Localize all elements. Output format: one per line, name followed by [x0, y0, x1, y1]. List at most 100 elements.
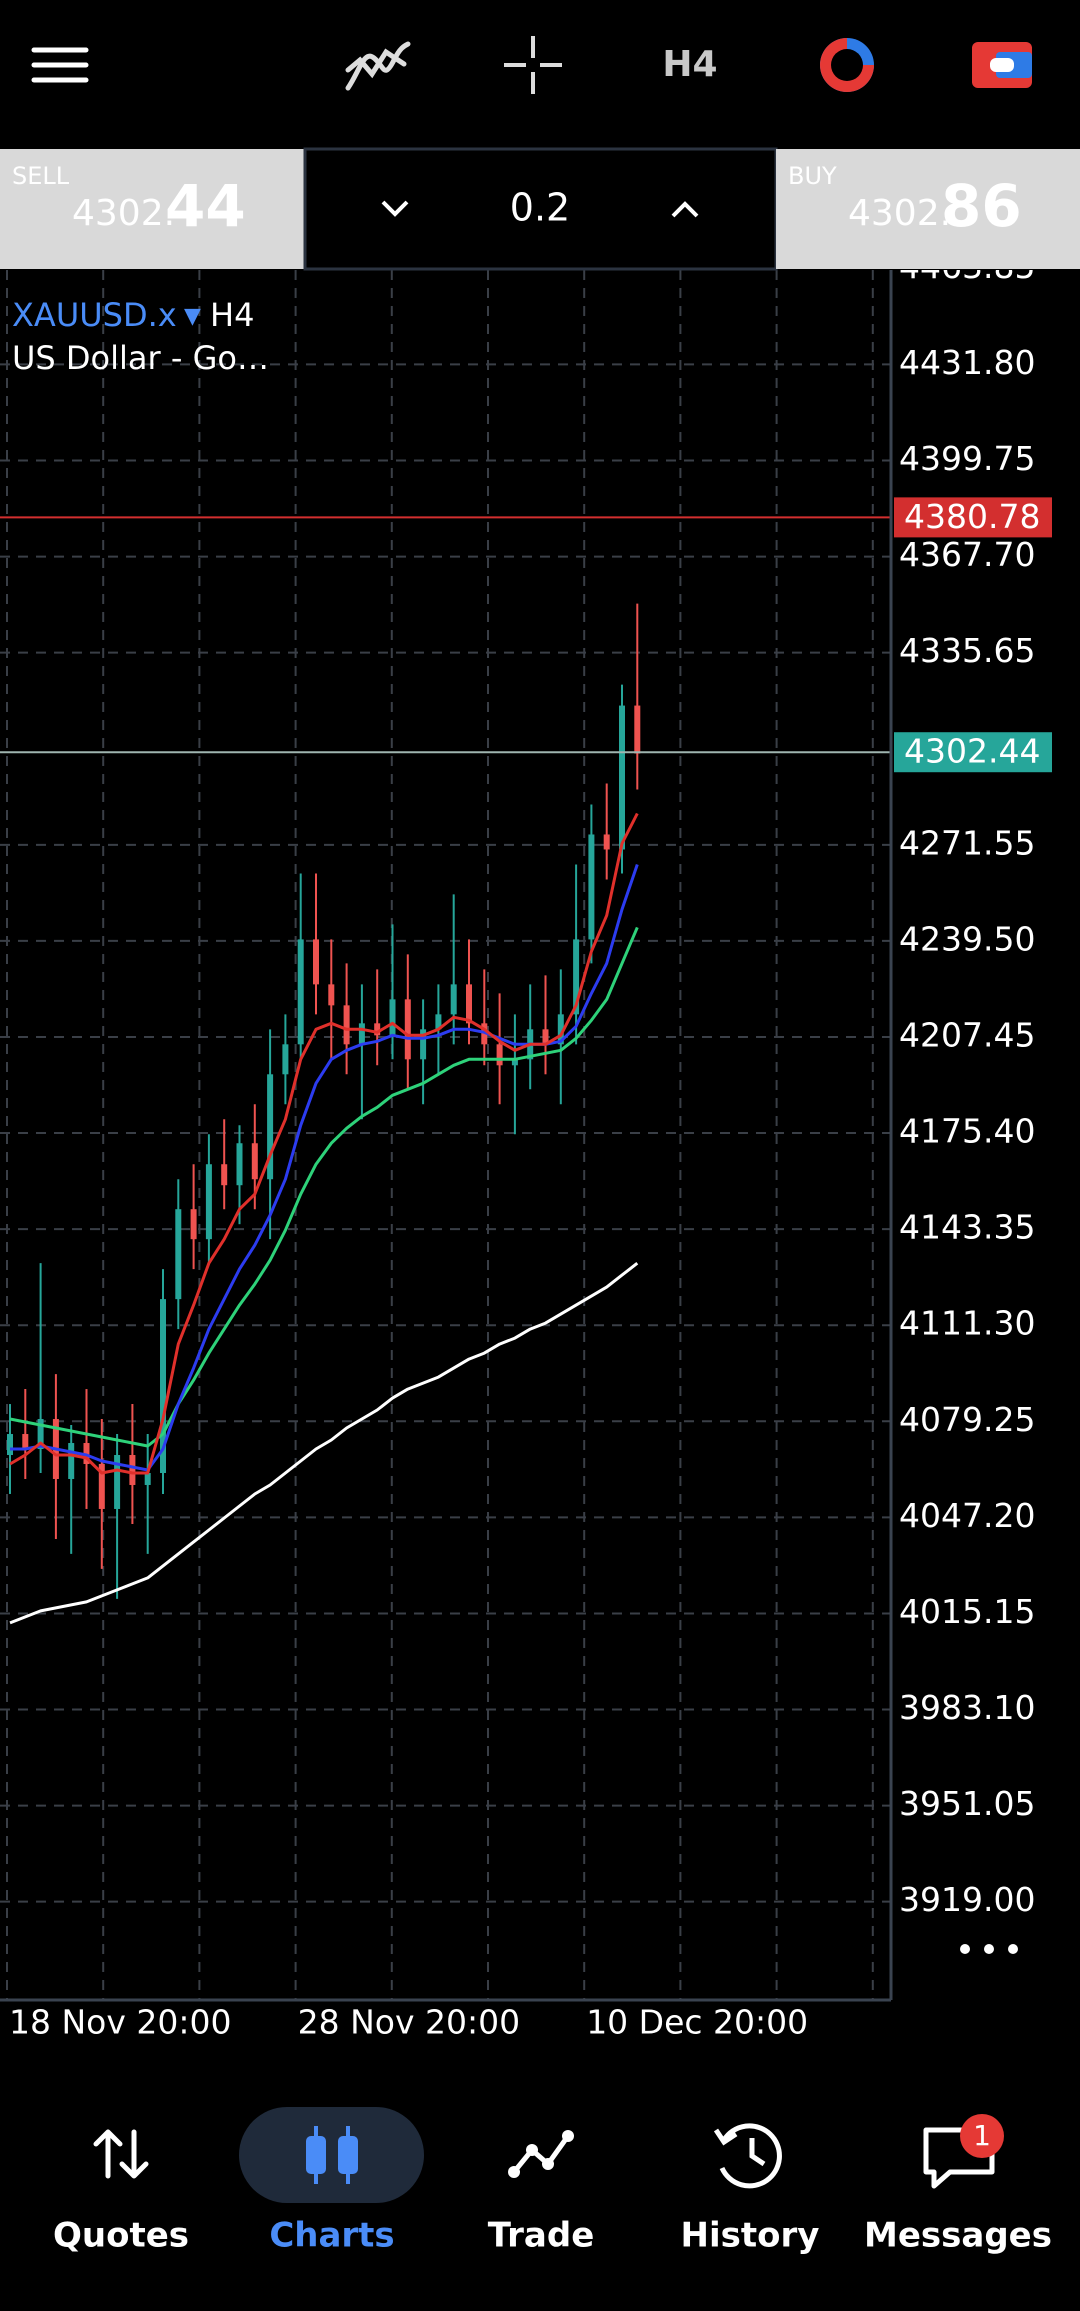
chart-timeframe: H4	[210, 296, 254, 334]
candle-body	[297, 939, 304, 1045]
indicator-line	[9, 926, 639, 1448]
candle-body	[114, 1455, 121, 1509]
price-tick-label: 4239.50	[899, 919, 1035, 958]
candle-body	[144, 1472, 151, 1485]
symbol-description: US Dollar - Go…	[12, 339, 269, 377]
active-tab-pill	[239, 2107, 424, 2203]
candle-body	[22, 1434, 29, 1450]
price-tick-label: 4463.85	[899, 247, 1035, 286]
price-tick-label: 4079.25	[899, 1400, 1035, 1439]
sell-price-suffix: 44	[165, 172, 246, 240]
messages-tab[interactable]: 1 Messages	[864, 2114, 1052, 2256]
candle-body	[7, 1434, 13, 1456]
volume-decrease[interactable]	[381, 200, 409, 217]
dot	[984, 1944, 994, 1954]
quotes-tab[interactable]: Quotes	[53, 2129, 189, 2256]
candle-body	[588, 834, 595, 940]
chart-grid	[0, 270, 891, 2000]
clock-button[interactable]	[820, 38, 874, 92]
nav-label: Quotes	[53, 2216, 189, 2256]
time-tick-label: 18 Nov 20:00	[9, 2003, 231, 2042]
sell-label: SELL	[12, 162, 70, 190]
candle-body	[267, 1074, 274, 1180]
candle-body	[129, 1455, 136, 1485]
candle-body	[236, 1143, 243, 1186]
nav-label: Messages	[864, 2216, 1052, 2256]
price-tick-label: 4207.45	[899, 1015, 1035, 1054]
price-label-bg	[894, 497, 1052, 538]
nav-label: History	[681, 2216, 820, 2256]
symbol-dropdown[interactable]: ▼	[184, 304, 201, 329]
candle-body	[511, 1059, 518, 1066]
indicator-line	[9, 1262, 639, 1625]
sell-button[interactable]: SELL 4302. 44	[0, 149, 305, 269]
price-tick-label: 4175.40	[899, 1112, 1035, 1151]
trade-tab[interactable]: Trade	[488, 2130, 595, 2256]
volume-increase[interactable]	[671, 201, 699, 218]
toolbar	[0, 0, 1080, 147]
price-tick-label: 3951.05	[899, 1784, 1035, 1823]
price-label: 4380.78	[904, 497, 1040, 536]
badge	[960, 2114, 1004, 2158]
charts-tab[interactable]: Charts	[269, 2126, 395, 2256]
bottom-nav	[0, 2070, 1080, 2311]
candle-body	[557, 1014, 564, 1045]
price-label: 4302.44	[904, 732, 1040, 771]
history-tab[interactable]: History	[681, 2123, 820, 2256]
price-tick-label: 4271.55	[899, 823, 1035, 862]
candle-body	[619, 705, 625, 850]
price-tick-label: 4111.30	[899, 1304, 1035, 1343]
chart-plot[interactable]	[0, 516, 891, 1625]
candle-body	[175, 1209, 182, 1300]
candle-body	[542, 1029, 549, 1045]
symbol[interactable]: XAUUSD.x	[12, 296, 177, 334]
trade-button[interactable]	[972, 42, 1032, 88]
badge-count: 1	[973, 2119, 991, 2152]
candle-body	[389, 999, 396, 1036]
crosshair-button[interactable]	[504, 36, 562, 94]
candle-body	[282, 1044, 289, 1075]
candle-body	[374, 1023, 381, 1036]
price-tick-label: 3919.00	[899, 1880, 1035, 1919]
price-tick-label: 4335.65	[899, 631, 1035, 670]
candle-body	[68, 1443, 75, 1479]
candle-body	[573, 939, 580, 1015]
candle-body	[221, 1164, 228, 1186]
volume[interactable]: 0.2	[510, 186, 570, 230]
buy-button[interactable]: BUY 4302. 86	[776, 149, 1080, 269]
timeframe-button[interactable]: H4	[662, 44, 717, 85]
more-button[interactable]	[960, 1944, 1018, 1954]
price-label-bg	[894, 732, 1052, 773]
dot	[1008, 1944, 1018, 1954]
price-tick-label: 3983.10	[899, 1688, 1035, 1727]
price-tick-label: 4015.15	[899, 1592, 1035, 1631]
candle-body	[420, 1029, 427, 1060]
candle-body	[251, 1143, 258, 1180]
candle-body	[190, 1209, 197, 1240]
candle-body	[358, 1023, 365, 1045]
candle-body	[343, 1005, 350, 1045]
price-tick-label: 4367.70	[899, 535, 1035, 574]
sell-price-prefix: 4302.	[72, 193, 175, 234]
buy-price-suffix: 86	[941, 172, 1022, 240]
price-tick-label: 4399.75	[899, 439, 1035, 478]
candle-body	[634, 705, 641, 754]
candle-body	[328, 984, 335, 1006]
nav-label: Charts	[269, 2216, 394, 2256]
candle-body	[603, 834, 610, 850]
candle-body	[98, 1464, 105, 1509]
menu-button[interactable]	[31, 47, 89, 83]
time-tick-label: 28 Nov 20:00	[298, 2003, 520, 2042]
buy-label: BUY	[788, 162, 837, 190]
dot	[960, 1944, 970, 1954]
candle-body	[37, 1419, 44, 1450]
indicator-line	[9, 812, 639, 1475]
candle-body	[496, 1044, 503, 1066]
price-axis: 4463.85 4431.80 4399.75 4367.70 4335.65 4271.…	[894, 247, 1052, 1919]
nav-label: Trade	[488, 2216, 595, 2256]
indicators-button[interactable]	[345, 41, 411, 91]
price-tick-label: 4431.80	[899, 343, 1035, 382]
buy-price-prefix: 4302.	[848, 193, 951, 234]
candle-body	[205, 1164, 212, 1240]
